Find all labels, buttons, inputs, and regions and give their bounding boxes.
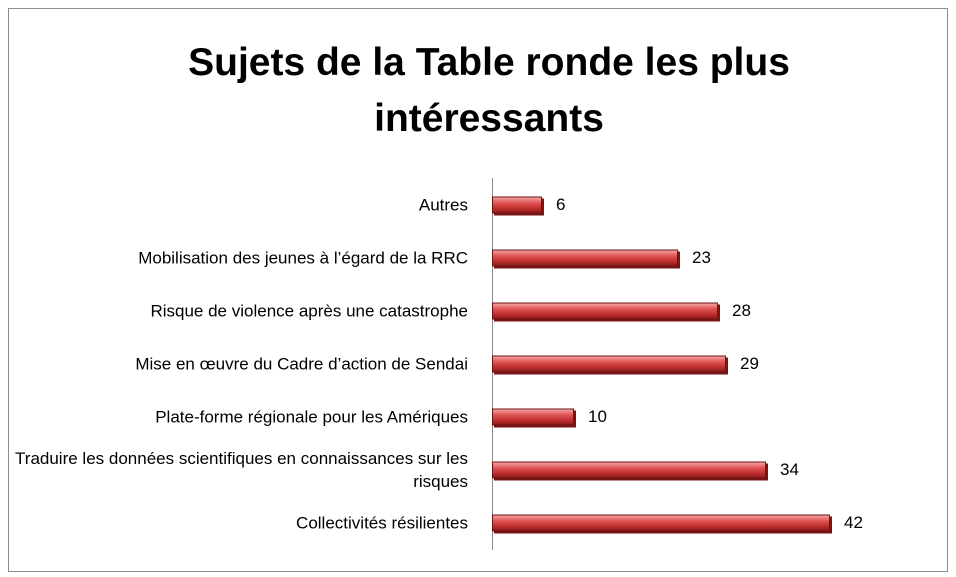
data-label: 34 [780, 460, 799, 479]
category-label: Collectivités résilientes [296, 513, 468, 533]
category-label: Plate-forme régionale pour les Amériques [155, 407, 468, 427]
data-label: 6 [556, 195, 566, 214]
category-label: Traduire les données scientifiques en co… [15, 449, 468, 491]
data-label: 23 [692, 248, 711, 267]
chart-title: Sujets de la Table ronde les plus intére… [188, 41, 790, 140]
bar [492, 355, 726, 373]
category-label: Autres [418, 195, 468, 215]
data-label: 42 [844, 513, 863, 532]
bar [492, 461, 766, 479]
chart-frame: Sujets de la Table ronde les plus intére… [8, 8, 948, 572]
bar [492, 196, 542, 214]
category-label: Risque de violence après une catastrophe [150, 301, 468, 321]
bar [492, 302, 718, 320]
bar [492, 408, 574, 426]
category-label: Mise en œuvre du Cadre d’action de Senda… [135, 354, 468, 374]
data-label: 10 [588, 407, 607, 426]
data-label: 28 [732, 301, 751, 320]
data-label: 29 [740, 354, 759, 373]
category-label: Mobilisation des jeunes à l’égard de la … [138, 248, 468, 268]
bar [492, 249, 678, 267]
bar [492, 514, 830, 532]
